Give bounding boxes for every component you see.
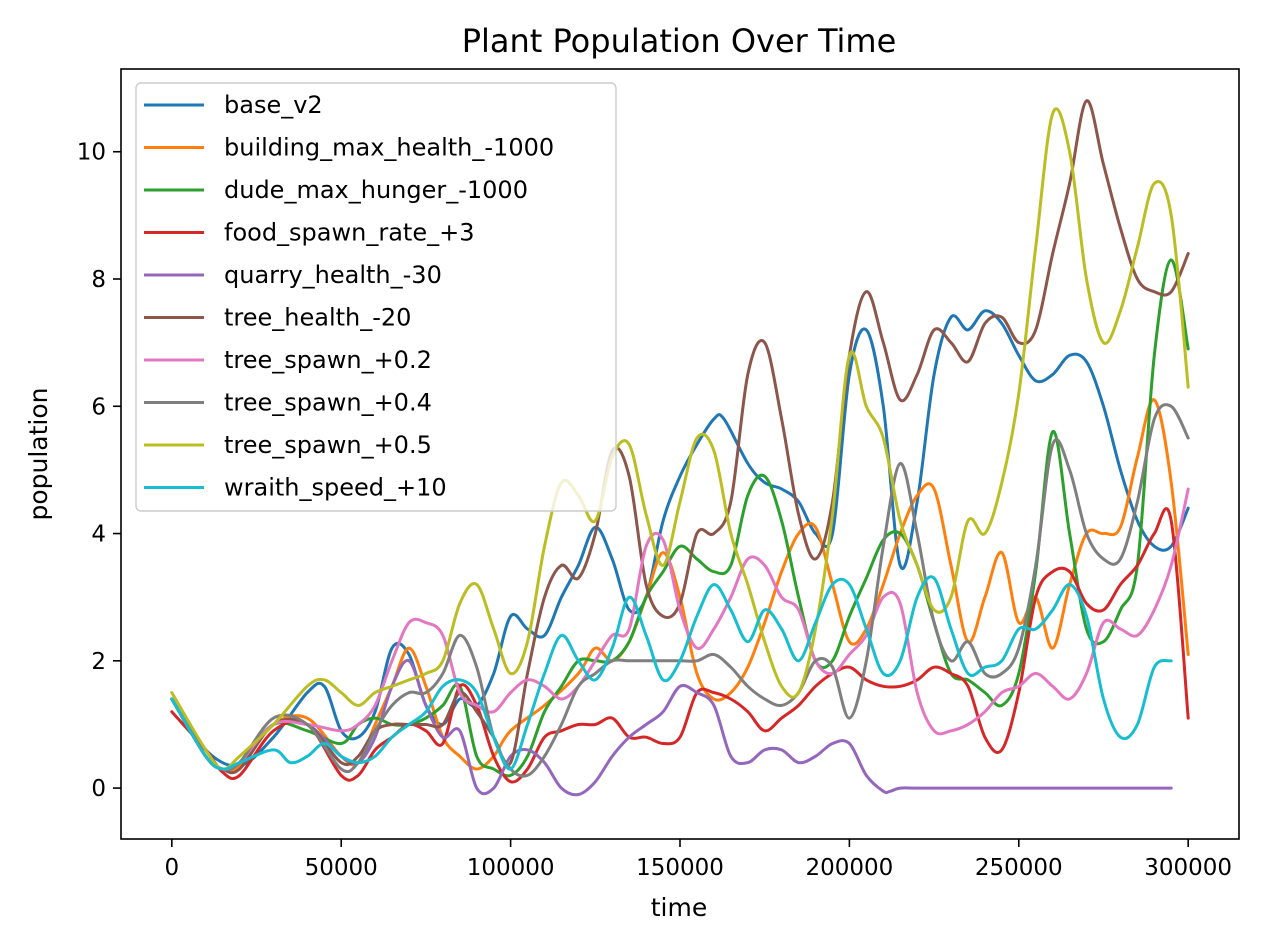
y-tick-label: 2: [91, 649, 106, 675]
y-axis-label: population: [24, 387, 53, 520]
legend-box: [135, 82, 617, 512]
series-line-tree_spawn_+0.4: [170, 403, 1190, 778]
legend-label: food_spawn_rate_+3: [224, 219, 474, 247]
legend-entry: food_spawn_rate_+3: [144, 219, 474, 247]
legend-label: base_v2: [224, 91, 323, 119]
legend-entry: tree_spawn_+0.5: [144, 431, 432, 459]
series-line-tree_health_-20: [170, 99, 1190, 775]
x-tick-label: 100000: [467, 855, 555, 881]
legend-items: base_v2 building_max_health_-1000 dude_max…: [144, 91, 554, 502]
legend-entry: tree_spawn_+0.2: [144, 346, 432, 374]
legend: base_v2 building_max_health_-1000 dude_max…: [135, 82, 617, 512]
y-tick-label: 8: [91, 267, 106, 293]
legend-entry: building_max_health_-1000: [144, 134, 554, 162]
x-tick-label: 200000: [805, 855, 893, 881]
x-tick-label: 250000: [975, 855, 1063, 881]
y-axis: 0 2 4 6 8 10: [77, 140, 121, 802]
legend-label: quarry_health_-30: [224, 261, 442, 289]
legend-label: building_max_health_-1000: [224, 134, 554, 162]
legend-entry: tree_health_-20: [144, 304, 411, 332]
legend-label: tree_spawn_+0.4: [224, 389, 432, 417]
legend-entry: dude_max_hunger_-1000: [144, 176, 528, 204]
legend-entry: wraith_speed_+10: [144, 474, 447, 502]
x-axis-label: time: [651, 893, 707, 922]
series-line-tree_spawn_+0.2: [170, 487, 1190, 772]
legend-label: tree_spawn_+0.5: [224, 431, 432, 459]
legend-label: tree_health_-20: [224, 304, 411, 332]
legend-label: dude_max_hunger_-1000: [224, 176, 528, 204]
y-tick-label: 10: [77, 140, 106, 166]
series-line-base_v2: [170, 309, 1190, 768]
legend-entry: tree_spawn_+0.4: [144, 389, 432, 417]
legend-entry: base_v2: [144, 91, 323, 119]
series-layer: [170, 99, 1190, 797]
x-axis: 0 50000 100000 150000 200000 250000 300000: [164, 839, 1232, 881]
y-tick-label: 4: [91, 522, 106, 548]
y-tick-label: 6: [91, 394, 106, 420]
legend-label: wraith_speed_+10: [224, 474, 447, 502]
legend-entry: quarry_health_-30: [144, 261, 442, 289]
x-tick-label: 300000: [1144, 855, 1232, 881]
series-line-tree_spawn_+0.5: [170, 107, 1190, 771]
chart-title: Plant Population Over Time: [462, 22, 897, 60]
x-tick-label: 50000: [305, 855, 378, 881]
series-line-quarry_health_-30: [170, 658, 1173, 797]
legend-label: tree_spawn_+0.2: [224, 346, 432, 374]
y-tick-label: 0: [91, 776, 106, 802]
x-tick-label: 150000: [636, 855, 724, 881]
x-tick-label: 0: [164, 855, 179, 881]
series-line-wraith_speed_+10: [170, 575, 1173, 771]
